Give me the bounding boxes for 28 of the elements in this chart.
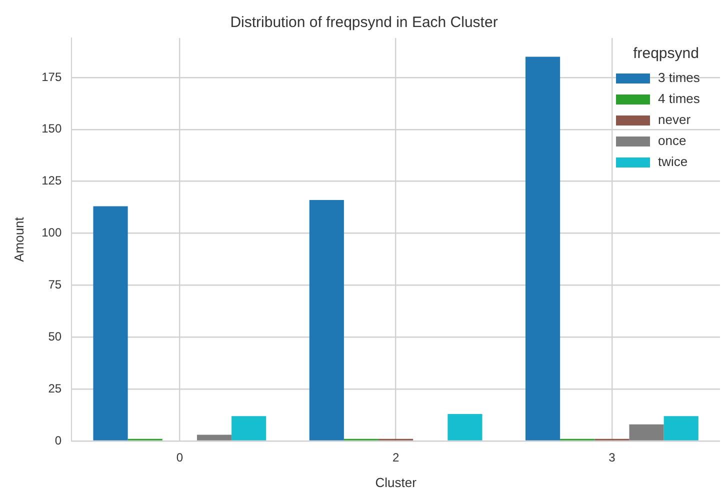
legend-label: never: [658, 112, 692, 128]
y-axis-title: Amount: [11, 216, 26, 262]
x-tick-label: 0: [176, 450, 184, 465]
bar: [664, 416, 698, 440]
legend-label: once: [658, 133, 686, 148]
y-tick-label: 175: [42, 70, 62, 84]
bar: [448, 414, 482, 440]
chart-title: Distribution of freqpsynd in Each Cluster: [230, 14, 498, 32]
legend-title: freqpsynd: [633, 45, 699, 62]
x-tick-label: 3: [608, 450, 616, 465]
y-tick-label: 0: [54, 433, 62, 448]
legend-label: twice: [658, 154, 688, 170]
y-tick-label: 100: [42, 226, 62, 240]
bar: [232, 416, 266, 440]
y-tick-label: 25: [48, 381, 62, 396]
bar: [309, 200, 344, 440]
y-tick-label: 125: [42, 174, 62, 188]
legend-label: 4 times: [658, 91, 700, 106]
bar: [629, 424, 664, 440]
bar: [93, 206, 128, 440]
y-tick-label: 150: [42, 122, 62, 136]
y-tick-label: 75: [48, 278, 62, 292]
legend-label: 3 times: [658, 70, 700, 86]
x-axis-title: Cluster: [375, 474, 418, 490]
y-tick-label: 50: [48, 329, 62, 344]
bar: [196, 434, 232, 440]
bar: [525, 56, 560, 440]
x-tick-label: 2: [392, 450, 400, 465]
